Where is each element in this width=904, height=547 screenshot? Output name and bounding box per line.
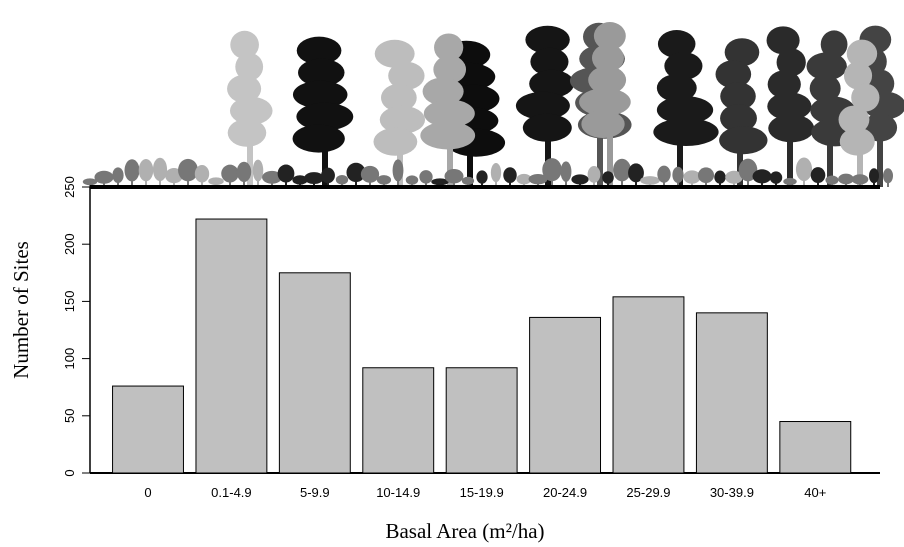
tree-crown bbox=[653, 118, 718, 146]
shrub bbox=[195, 165, 209, 183]
shrub bbox=[825, 176, 838, 185]
shrub bbox=[613, 159, 631, 182]
chart: Basal Area (m²/ha) Number of Sites 0 50 10… bbox=[0, 0, 904, 547]
x-tick-label: 0.1-4.9 bbox=[211, 485, 251, 500]
shrub bbox=[139, 159, 154, 181]
y-tick-label: 50 bbox=[62, 409, 77, 423]
y-axis-title: Number of Sites bbox=[9, 241, 33, 379]
shrub bbox=[640, 176, 660, 185]
page: Basal Area (m²/ha) Number of Sites 0 50 10… bbox=[0, 0, 904, 547]
shrub bbox=[503, 167, 516, 183]
tree-crown bbox=[523, 114, 572, 142]
shrub bbox=[770, 171, 782, 183]
shrub bbox=[852, 174, 869, 184]
shrub bbox=[406, 175, 419, 184]
x-tick-label: 40+ bbox=[804, 485, 826, 500]
tree-crown bbox=[581, 110, 624, 138]
shrub bbox=[444, 169, 463, 183]
shrub bbox=[462, 177, 474, 185]
y-tick-label: 200 bbox=[62, 233, 77, 255]
bar bbox=[363, 368, 434, 473]
shrub bbox=[657, 166, 670, 183]
bar bbox=[780, 422, 851, 473]
shrub bbox=[253, 160, 264, 182]
shrub bbox=[602, 171, 614, 184]
shrub bbox=[714, 171, 725, 184]
bar bbox=[446, 368, 517, 473]
bar bbox=[696, 313, 767, 473]
tree-crown bbox=[228, 119, 267, 147]
shrub bbox=[336, 175, 348, 185]
y-tick-label: 250 bbox=[62, 176, 77, 198]
shrub bbox=[698, 167, 714, 183]
y-tick-label: 100 bbox=[62, 348, 77, 370]
bar bbox=[196, 219, 267, 473]
shrub bbox=[377, 175, 391, 185]
shrub bbox=[361, 166, 379, 183]
shrub bbox=[278, 165, 295, 183]
tree-crown bbox=[719, 126, 767, 154]
x-axis-title: Basal Area (m²/ha) bbox=[385, 519, 544, 543]
shrub bbox=[561, 161, 572, 182]
shrub bbox=[476, 170, 487, 183]
bar bbox=[613, 297, 684, 473]
shrub bbox=[542, 158, 561, 181]
shrub bbox=[796, 157, 812, 181]
x-tick-label: 15-19.9 bbox=[460, 485, 504, 500]
shrub bbox=[153, 158, 167, 181]
shrub bbox=[237, 162, 251, 182]
x-tick-label: 30-39.9 bbox=[710, 485, 754, 500]
shrub bbox=[491, 163, 501, 182]
shrub bbox=[221, 165, 239, 183]
shrub bbox=[393, 159, 404, 181]
x-tick-label: 25-29.9 bbox=[626, 485, 670, 500]
y-tick-label: 0 bbox=[62, 469, 77, 476]
tree-illustration bbox=[83, 22, 904, 187]
bar bbox=[113, 386, 184, 473]
bar bbox=[279, 273, 350, 473]
shrub bbox=[883, 168, 893, 183]
y-tick-label: 150 bbox=[62, 291, 77, 313]
tree-crown bbox=[420, 121, 475, 149]
x-tick-label: 10-14.9 bbox=[376, 485, 420, 500]
shrub bbox=[588, 166, 601, 183]
shrub bbox=[571, 174, 588, 184]
shrub bbox=[811, 167, 826, 183]
shrub bbox=[683, 170, 700, 183]
bar bbox=[530, 317, 601, 473]
shrub bbox=[208, 177, 224, 185]
x-tick-label: 0 bbox=[144, 485, 151, 500]
shrub bbox=[838, 174, 854, 185]
tree-crown bbox=[768, 114, 814, 142]
shrub bbox=[419, 170, 432, 183]
shrub bbox=[783, 178, 796, 185]
tree-crown bbox=[293, 125, 345, 153]
shrub bbox=[112, 167, 123, 183]
tree-crown bbox=[840, 128, 875, 156]
shrub bbox=[304, 172, 324, 184]
x-tick-label: 5-9.9 bbox=[300, 485, 330, 500]
shrub bbox=[125, 159, 140, 181]
x-tick-label: 20-24.9 bbox=[543, 485, 587, 500]
shrub bbox=[321, 168, 335, 183]
shrub bbox=[178, 159, 198, 182]
shrub bbox=[869, 168, 879, 183]
shrub bbox=[753, 169, 772, 183]
tree-crown bbox=[373, 128, 417, 156]
shrub bbox=[94, 171, 113, 184]
shrub bbox=[672, 167, 683, 183]
